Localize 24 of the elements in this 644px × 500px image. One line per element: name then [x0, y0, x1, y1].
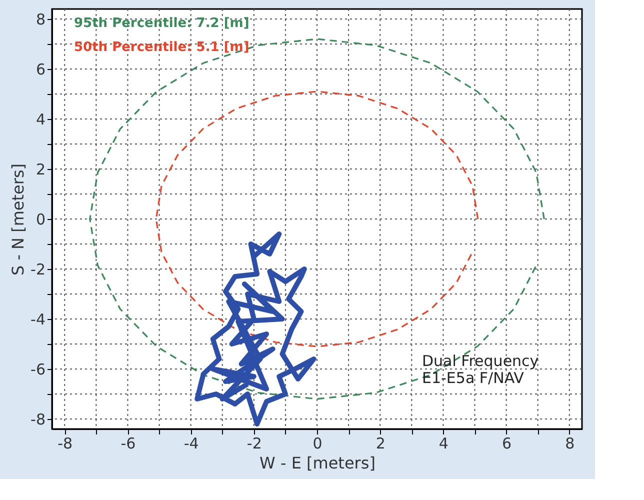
- y-tick-label: -6: [30, 360, 46, 378]
- x-tick-label: 4: [438, 434, 448, 452]
- y-tick-label: 2: [36, 160, 46, 178]
- x-tick-label: 0: [312, 434, 322, 452]
- x-tick-label: 8: [565, 434, 575, 452]
- y-tick-label: 8: [36, 10, 46, 28]
- y-tick-label: -8: [30, 410, 46, 428]
- x-axis-title: W - E [meters]: [260, 454, 376, 472]
- x-tick-label: -6: [120, 434, 136, 452]
- x-tick-label: -8: [58, 434, 73, 452]
- y-tick-label: 0: [36, 210, 46, 228]
- y-tick-label: -4: [30, 310, 46, 328]
- y-tick-label: 6: [36, 60, 46, 78]
- x-tick-label: 2: [376, 434, 386, 452]
- x-tick-label: 6: [502, 434, 512, 452]
- x-tick-label: -2: [246, 434, 262, 452]
- series-label: 95th Percentile: 7.2 [m]: [74, 16, 250, 31]
- x-tick-label: -4: [184, 434, 199, 452]
- y-tick-label: 4: [36, 110, 46, 128]
- y-axis-title: S - N [meters]: [8, 163, 28, 276]
- text: 50th Percentile: 5.1 [m]: [74, 40, 250, 55]
- line-series: [155, 90, 479, 348]
- y-tick-label: -2: [30, 260, 46, 278]
- annotation: Dual Frequency E1-E5a F/NAV: [422, 352, 539, 387]
